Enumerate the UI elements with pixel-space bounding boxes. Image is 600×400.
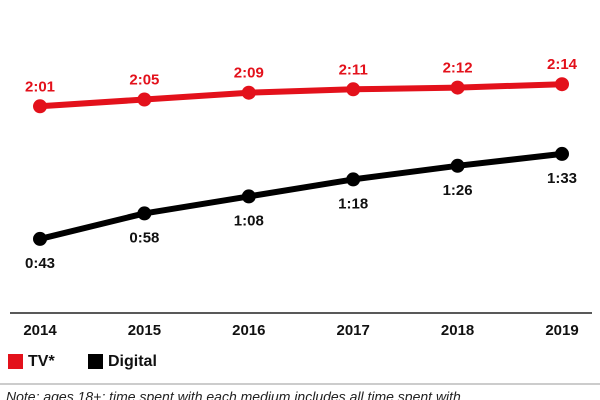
x-tick-label: 2016 bbox=[232, 322, 265, 339]
data-point bbox=[241, 189, 256, 204]
data-label: 1:26 bbox=[443, 182, 473, 199]
x-tick-label: 2014 bbox=[23, 322, 57, 339]
note: Note: ages 18+; time spent with each med… bbox=[6, 389, 461, 400]
data-point bbox=[555, 77, 569, 92]
data-label: 1:18 bbox=[338, 195, 368, 212]
data-point bbox=[137, 92, 152, 107]
legend-swatch bbox=[88, 354, 103, 369]
series-line bbox=[39, 81, 563, 110]
data-label: 2:11 bbox=[339, 61, 368, 78]
data-point bbox=[346, 82, 361, 97]
data-label: 0:58 bbox=[129, 229, 159, 246]
legend-label: TV* bbox=[28, 353, 55, 370]
data-label: 1:33 bbox=[547, 170, 577, 187]
x-tick-label: 2018 bbox=[441, 322, 474, 339]
data-label: 0:43 bbox=[25, 255, 55, 272]
x-tick-label: 2017 bbox=[337, 322, 370, 339]
data-point bbox=[137, 206, 152, 221]
data-label: 2:05 bbox=[129, 71, 159, 88]
series-line bbox=[39, 150, 563, 242]
data-label: 2:12 bbox=[443, 60, 473, 77]
data-point bbox=[33, 231, 47, 246]
data-point bbox=[33, 99, 47, 114]
data-point bbox=[555, 146, 569, 161]
data-label: 2:01 bbox=[25, 78, 55, 95]
legend-label: Digital bbox=[108, 353, 157, 370]
data-point bbox=[450, 158, 465, 173]
data-point bbox=[346, 172, 361, 187]
data-point bbox=[241, 85, 256, 100]
x-tick-label: 2019 bbox=[545, 322, 578, 339]
data-label: 2:09 bbox=[234, 65, 264, 82]
x-tick-label: 2015 bbox=[128, 322, 161, 339]
data-point bbox=[450, 80, 465, 95]
data-label: 1:08 bbox=[234, 212, 264, 229]
data-label: 2:14 bbox=[547, 56, 578, 73]
legend-swatch bbox=[8, 354, 23, 369]
